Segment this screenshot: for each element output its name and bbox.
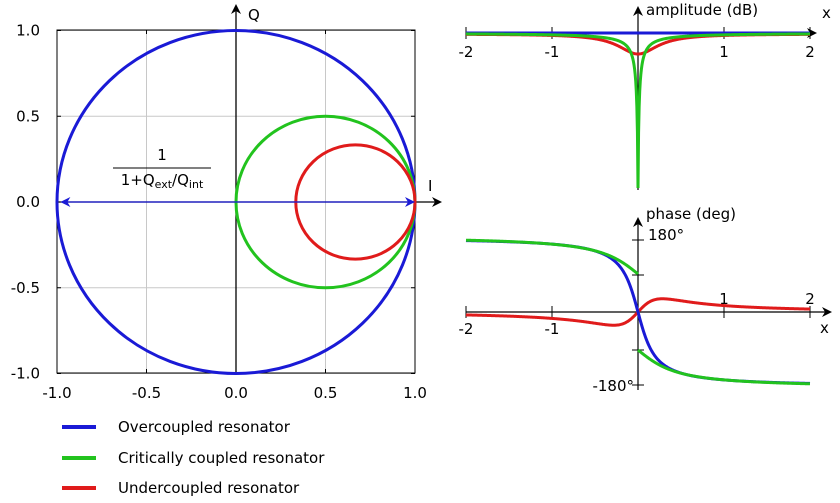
legend-label: Overcoupled resonator: [118, 418, 291, 436]
amplitude-plot: amplitude (dB) x -2 -1 1 2: [459, 1, 831, 190]
y-tick-label: -0.5: [11, 279, 40, 297]
phase-y-tick-label: 180°: [648, 226, 684, 244]
fraction-denominator: 1+Qext/Qint: [121, 171, 204, 191]
y-tick-label: 1.0: [16, 22, 40, 40]
x-tick-label: -0.5: [132, 384, 161, 402]
amp-y-label: amplitude (dB): [646, 1, 758, 19]
legend-label: Critically coupled resonator: [118, 449, 325, 467]
phase-x-tick-label: -2: [459, 320, 474, 338]
phase-x-tick-label: 2: [805, 290, 815, 308]
amp-x-tick-label: 2: [805, 43, 815, 61]
x-tick-label: 0.5: [314, 384, 338, 402]
x-tick-label: 0.0: [224, 384, 248, 402]
phase-x-tick-label: -1: [545, 320, 560, 338]
phase-series-critically-coupled: [637, 348, 811, 386]
y-tick-label: -1.0: [11, 365, 40, 383]
amp-x-tick-label: 1: [719, 43, 729, 61]
q-axis-label: Q: [248, 6, 260, 24]
x-tick-label: -1.0: [42, 384, 71, 402]
amp-x-tick-label: -1: [545, 43, 560, 61]
phase-series-critically-coupled: [465, 238, 639, 276]
phase-x-label: x: [820, 319, 829, 337]
iq-plot: -1.0 -0.5 0.0 0.5 1.0 1.0 0.5 0.0 -0.5 -1.0 I Q 1 1+Q…: [11, 4, 442, 402]
phase-x-tick-label: 1: [719, 290, 729, 308]
phase-plot: phase (deg) x 180° -180° 1 2 -2 -1: [459, 205, 832, 395]
legend-item: Undercoupled resonator: [62, 479, 300, 497]
fraction-numerator: 1: [157, 146, 167, 164]
x-tick-label: 1.0: [403, 384, 427, 402]
legend-label: Undercoupled resonator: [118, 479, 300, 497]
legend: Overcoupled resonator Critically coupled …: [62, 418, 325, 497]
amp-series-critically-coupled: [465, 32, 811, 189]
amp-x-label: x: [822, 4, 831, 22]
legend-item: Overcoupled resonator: [62, 418, 291, 436]
phase-y-tick-label: -180°: [592, 377, 634, 395]
i-axis-label: I: [428, 177, 432, 195]
phase-y-label: phase (deg): [646, 205, 736, 223]
y-tick-label: 0.5: [16, 107, 40, 125]
y-tick-label: 0.0: [16, 193, 40, 211]
amp-x-tick-label: -2: [459, 43, 474, 61]
legend-item: Critically coupled resonator: [62, 449, 325, 467]
